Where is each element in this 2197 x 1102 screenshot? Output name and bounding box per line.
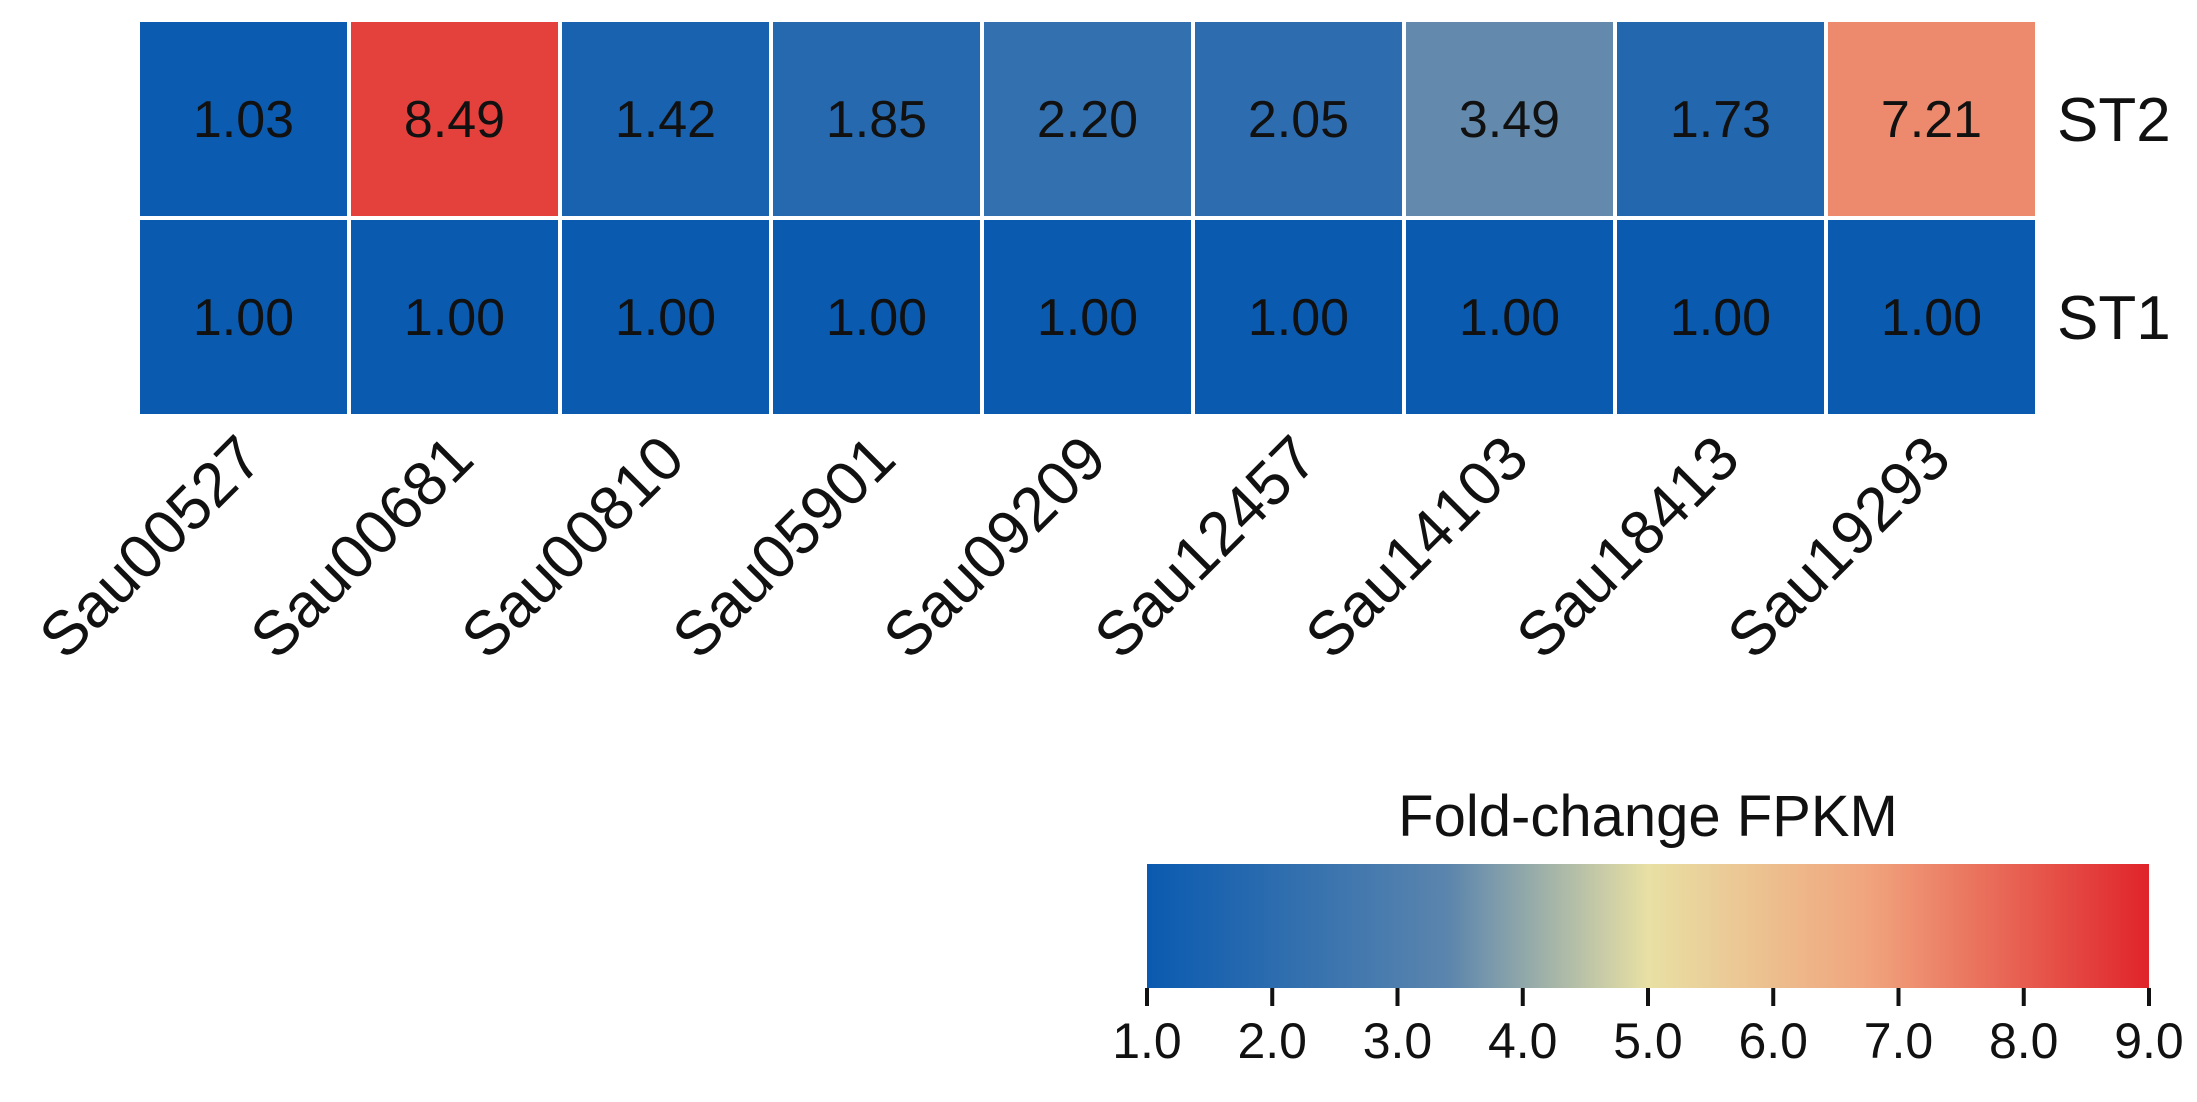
heatmap-cell [140,220,347,414]
heatmap-cell [1828,22,2035,216]
cell-value-label: 1.03 [193,91,294,149]
row-label: ST1 [2057,284,2171,353]
row-labels: ST2 ST1 [2057,86,2171,353]
colorbar [1147,864,2149,988]
column-label: Sau12457 [1082,423,1331,672]
colorbar-tick-label: 4.0 [1488,1013,1558,1069]
heatmap-cell [351,22,558,216]
cell-value-label: 1.00 [826,289,927,347]
cell-value-label: 2.05 [1248,91,1349,149]
column-labels: Sau00527Sau00681Sau00810Sau05901Sau09209… [27,423,1964,672]
colorbar-tick-label: 5.0 [1613,1013,1683,1069]
cell-value-label: 1.00 [404,289,505,347]
column-label: Sau05901 [660,423,909,672]
cell-value-label: 1.00 [1248,289,1349,347]
column-label: Sau14103 [1293,423,1542,672]
cell-value-label: 7.21 [1881,91,1982,149]
row-label: ST2 [2057,86,2171,155]
cell-value-label: 1.42 [615,91,716,149]
column-label: Sau18413 [1504,423,1753,672]
heatmap-cell [1195,220,1402,414]
heatmap-cell [1617,220,1824,414]
colorbar-tick-label: 2.0 [1237,1013,1307,1069]
cell-value-label: 1.00 [615,289,716,347]
colorbar-title: Fold-change FPKM [1398,784,1898,849]
colorbar-legend: Fold-change FPKM 1.0 2.0 3.0 4.0 5.0 6.0 7.0 8.… [1112,784,2184,1069]
column-label: Sau09209 [871,423,1120,672]
cell-value-label: 1.73 [1670,91,1771,149]
heatmap-cell [351,220,558,414]
heatmap-cell [562,22,769,216]
heatmap-cell [1828,220,2035,414]
heatmap-cell [1406,220,1613,414]
cell-value-label: 1.00 [1037,289,1138,347]
cell-value-label: 2.20 [1037,91,1138,149]
colorbar-ticks: 1.0 2.0 3.0 4.0 5.0 6.0 7.0 8.0 9.0 [1112,988,2184,1069]
cell-value-label: 1.00 [1881,289,1982,347]
heatmap-cell [1617,22,1824,216]
column-label: Sau00810 [449,423,698,672]
heatmap-cell [140,22,347,216]
cell-value-label: 1.00 [193,289,294,347]
heatmap-cell [562,220,769,414]
heatmap-cell [1406,22,1613,216]
cell-value-label: 1.00 [1459,289,1560,347]
column-label: Sau00527 [27,423,276,672]
cell-value-label: 8.49 [404,91,505,149]
heatmap-cells: 1.03 8.49 1.42 1.85 2.20 2.05 3.49 1.73 7.21 1.00… [140,22,2035,414]
heatmap-cell [773,220,980,414]
colorbar-tick-label: 8.0 [1989,1013,2059,1069]
heatmap-cell [984,22,1191,216]
cell-value-label: 3.49 [1459,91,1560,149]
colorbar-tick-label: 3.0 [1363,1013,1433,1069]
cell-value-label: 1.85 [826,91,927,149]
heatmap-cell [773,22,980,216]
colorbar-tick-label: 6.0 [1738,1013,1808,1069]
colorbar-tick-label: 7.0 [1864,1013,1934,1069]
heatmap-cell [1195,22,1402,216]
heatmap-cell [984,220,1191,414]
column-label: Sau19293 [1715,423,1964,672]
cell-value-label: 1.00 [1670,289,1771,347]
column-label: Sau00681 [238,423,487,672]
colorbar-tick-label: 1.0 [1112,1013,1182,1069]
colorbar-tick-label: 9.0 [2114,1013,2184,1069]
